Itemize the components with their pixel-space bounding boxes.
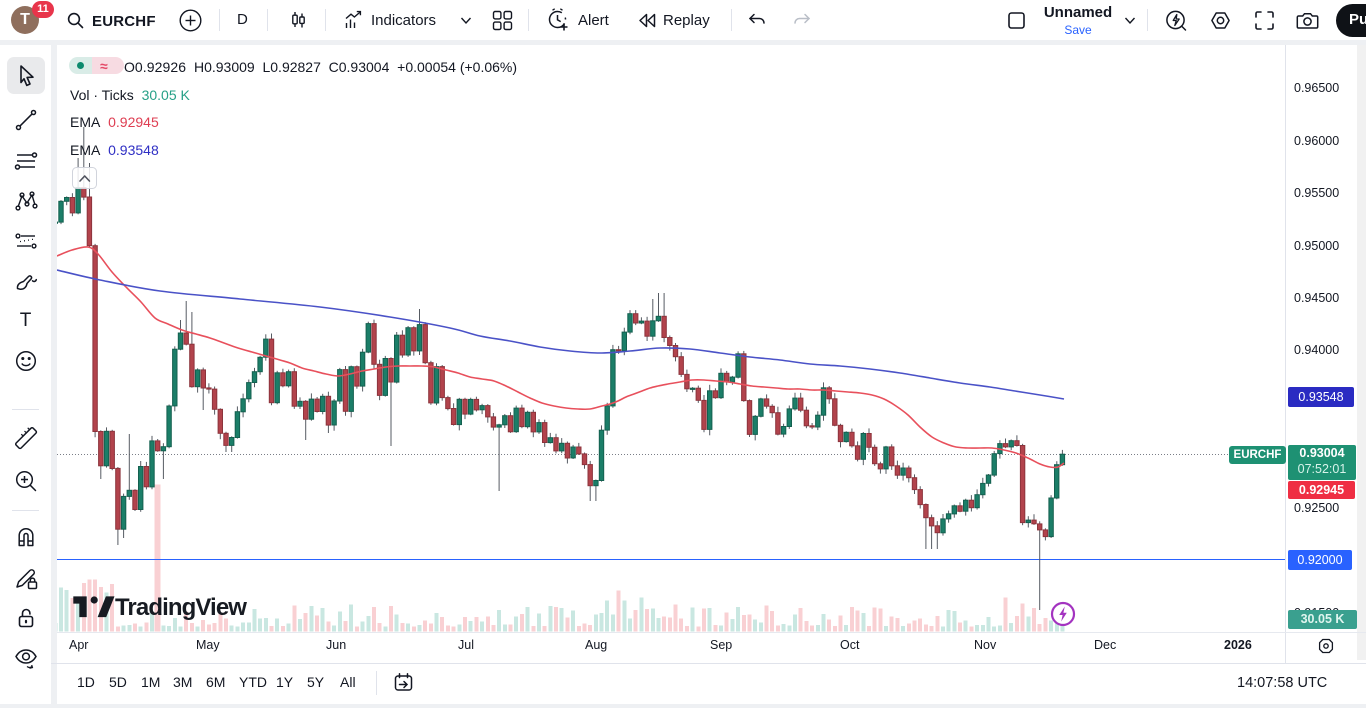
- svg-text:TradingView: TradingView: [115, 594, 247, 621]
